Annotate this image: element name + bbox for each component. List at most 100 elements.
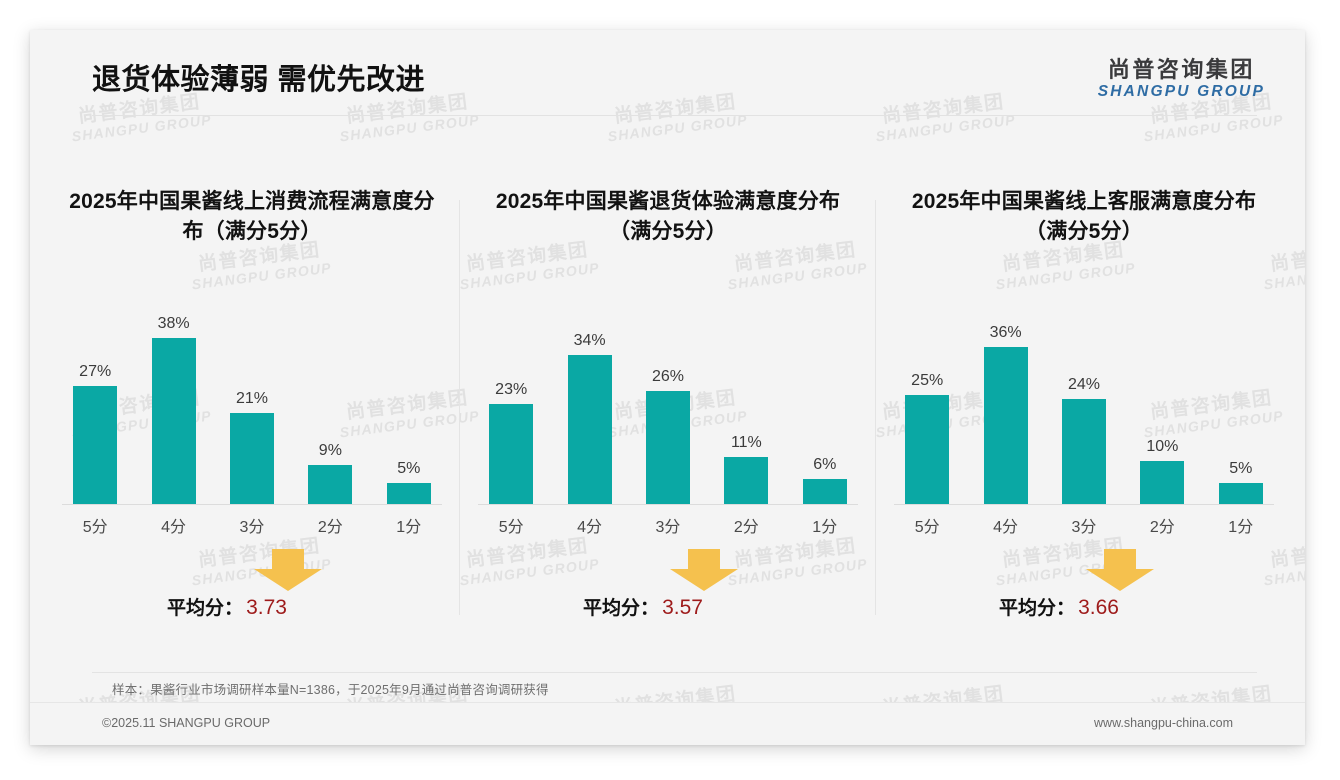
bar-rect[interactable]: [1140, 460, 1185, 505]
bar-value-label: 38%: [157, 314, 190, 332]
header-divider: [92, 115, 1257, 116]
bar-rect[interactable]: [724, 456, 769, 505]
bar-rect[interactable]: [489, 403, 534, 505]
x-axis-tick-label: 3分: [239, 518, 265, 536]
x-axis-tick-label: 1分: [1228, 518, 1254, 536]
bar-value-label: 36%: [989, 323, 1022, 341]
bar-value-label: 5%: [397, 459, 421, 477]
chart-panel-2: 2025年中国果酱退货体验满意度分布（满分5分） 23% 34% 26% 11% 6% 5分…: [460, 140, 876, 680]
x-axis-tick-label: 2分: [1149, 518, 1175, 536]
x-axis-tick-label: 3分: [1071, 518, 1097, 536]
chart-panel-1: 2025年中国果酱线上消费流程满意度分布（满分5分） 27% 38% 21% 9% 5% 5…: [44, 140, 460, 680]
bar-chart-plot: 27% 38% 21% 9% 5% 5分 4分 3分 2分 1分: [56, 281, 448, 541]
bar-series: 25% 36% 24% 10% 5%: [888, 293, 1280, 505]
bar-column[interactable]: 36%: [971, 293, 1041, 505]
bar-column[interactable]: 10%: [1127, 293, 1197, 505]
bar-rect[interactable]: [1061, 398, 1106, 505]
bar-value-label: 24%: [1067, 375, 1100, 393]
x-axis-labels: 5分 4分 3分 2分 1分: [472, 511, 864, 539]
charts-row: 2025年中国果酱线上消费流程满意度分布（满分5分） 27% 38% 21% 9% 5% 5…: [44, 140, 1292, 680]
x-axis-tick-label: 2分: [317, 518, 343, 536]
chart-panel-3: 2025年中国果酱线上客服满意度分布（满分5分） 25% 36% 24% 10% 5% 5分…: [876, 140, 1292, 680]
bar-series: 23% 34% 26% 11% 6%: [472, 293, 864, 505]
chart-divider: [875, 200, 876, 615]
bar-value-label: 6%: [813, 455, 837, 473]
bar-value-label: 27%: [79, 362, 112, 380]
bar-column[interactable]: 5%: [1206, 293, 1276, 505]
x-axis-labels: 5分 4分 3分 2分 1分: [56, 511, 448, 539]
x-axis-tick-label: 5分: [498, 518, 524, 536]
bar-column[interactable]: 38%: [139, 293, 209, 505]
bar-value-label: 26%: [651, 367, 684, 385]
bar-rect[interactable]: [151, 337, 196, 505]
bar-value-label: 34%: [573, 331, 606, 349]
bar-value-label: 9%: [318, 441, 342, 459]
down-arrow-icon: [1082, 547, 1158, 593]
chart-title: 2025年中国果酱线上消费流程满意度分布（满分5分）: [69, 190, 435, 244]
bar-rect[interactable]: [905, 394, 950, 505]
average-score-value: 3.57: [662, 595, 703, 619]
bar-rect[interactable]: [229, 412, 274, 505]
bar-rect[interactable]: [386, 482, 431, 505]
average-score-text: 平均分： 3.57: [498, 593, 788, 620]
x-axis-tick-label: 3分: [655, 518, 681, 536]
x-axis-tick-label: 4分: [993, 518, 1019, 536]
bar-column[interactable]: 21%: [217, 293, 287, 505]
x-axis-line: [478, 503, 858, 505]
bar-series: 27% 38% 21% 9% 5%: [56, 293, 448, 505]
bar-rect[interactable]: [983, 346, 1028, 505]
x-axis-tick-label: 5分: [82, 518, 108, 536]
average-score-label: 平均分：: [999, 597, 1076, 619]
brand-logo-cn: 尚普咨询集团: [1107, 57, 1255, 82]
average-score-block: 平均分： 3.73: [82, 547, 422, 633]
bar-column[interactable]: 26%: [633, 293, 703, 505]
average-score-value: 3.73: [246, 595, 287, 619]
chart-title: 2025年中国果酱退货体验满意度分布（满分5分）: [495, 190, 841, 244]
bar-rect[interactable]: [308, 464, 353, 505]
slide-card: 尚普咨询集团 SHANGPU GROUP 尚普咨询集团 SHANGPU GROUP 尚普…: [30, 30, 1305, 745]
bar-rect[interactable]: [802, 478, 847, 505]
bar-value-label: 23%: [495, 380, 528, 398]
x-axis-tick-label: 4分: [161, 518, 187, 536]
chart-divider: [459, 200, 460, 615]
slide-header: 退货体验薄弱 需优先改进 尚普咨询集团 SHANGPU GROUP: [30, 30, 1305, 122]
bar-value-label: 25%: [911, 371, 944, 389]
bar-chart-plot: 23% 34% 26% 11% 6% 5分 4分 3分 2分 1分: [472, 281, 864, 541]
x-axis-line: [894, 503, 1274, 505]
footnote-text: 样本：果酱行业市场调研样本量N=1386，于2025年9月通过尚普咨询调研获得: [112, 683, 549, 697]
bar-column[interactable]: 27%: [60, 293, 130, 505]
bar-column[interactable]: 25%: [892, 293, 962, 505]
bar-rect[interactable]: [73, 385, 118, 505]
bar-rect[interactable]: [567, 354, 612, 505]
x-axis-tick-label: 1分: [396, 518, 422, 536]
down-arrow-icon: [666, 547, 742, 593]
footer-copyright: ©2025.11 SHANGPU GROUP: [102, 716, 271, 730]
bar-value-label: 5%: [1229, 459, 1253, 477]
average-score-text: 平均分： 3.66: [914, 593, 1204, 620]
footer-website[interactable]: www.shangpu-china.com: [1094, 716, 1233, 730]
bar-column[interactable]: 6%: [790, 293, 860, 505]
bar-column[interactable]: 9%: [295, 293, 365, 505]
footnote-divider: [92, 672, 1257, 673]
x-axis-tick-label: 2分: [733, 518, 759, 536]
x-axis-tick-label: 1分: [812, 518, 838, 536]
chart-title: 2025年中国果酱线上客服满意度分布（满分5分）: [911, 190, 1257, 244]
bar-rect[interactable]: [645, 390, 690, 505]
bar-column[interactable]: 11%: [711, 293, 781, 505]
bar-rect[interactable]: [1218, 482, 1263, 505]
bar-column[interactable]: 24%: [1049, 293, 1119, 505]
down-arrow-icon: [250, 547, 326, 593]
average-score-value: 3.66: [1078, 595, 1119, 619]
bar-column[interactable]: 5%: [374, 293, 444, 505]
x-axis-tick-label: 4分: [577, 518, 603, 536]
bar-value-label: 10%: [1146, 437, 1179, 455]
bar-column[interactable]: 23%: [476, 293, 546, 505]
bar-value-label: 11%: [730, 433, 762, 451]
bar-column[interactable]: 34%: [555, 293, 625, 505]
bar-chart-plot: 25% 36% 24% 10% 5% 5分 4分 3分 2分 1分: [888, 281, 1280, 541]
x-axis-tick-label: 5分: [914, 518, 940, 536]
brand-logo: 尚普咨询集团 SHANGPU GROUP: [1098, 57, 1265, 100]
average-score-label: 平均分：: [583, 597, 660, 619]
average-score-label: 平均分：: [167, 597, 244, 619]
footer-bar: ©2025.11 SHANGPU GROUP www.shangpu-china…: [30, 702, 1305, 745]
